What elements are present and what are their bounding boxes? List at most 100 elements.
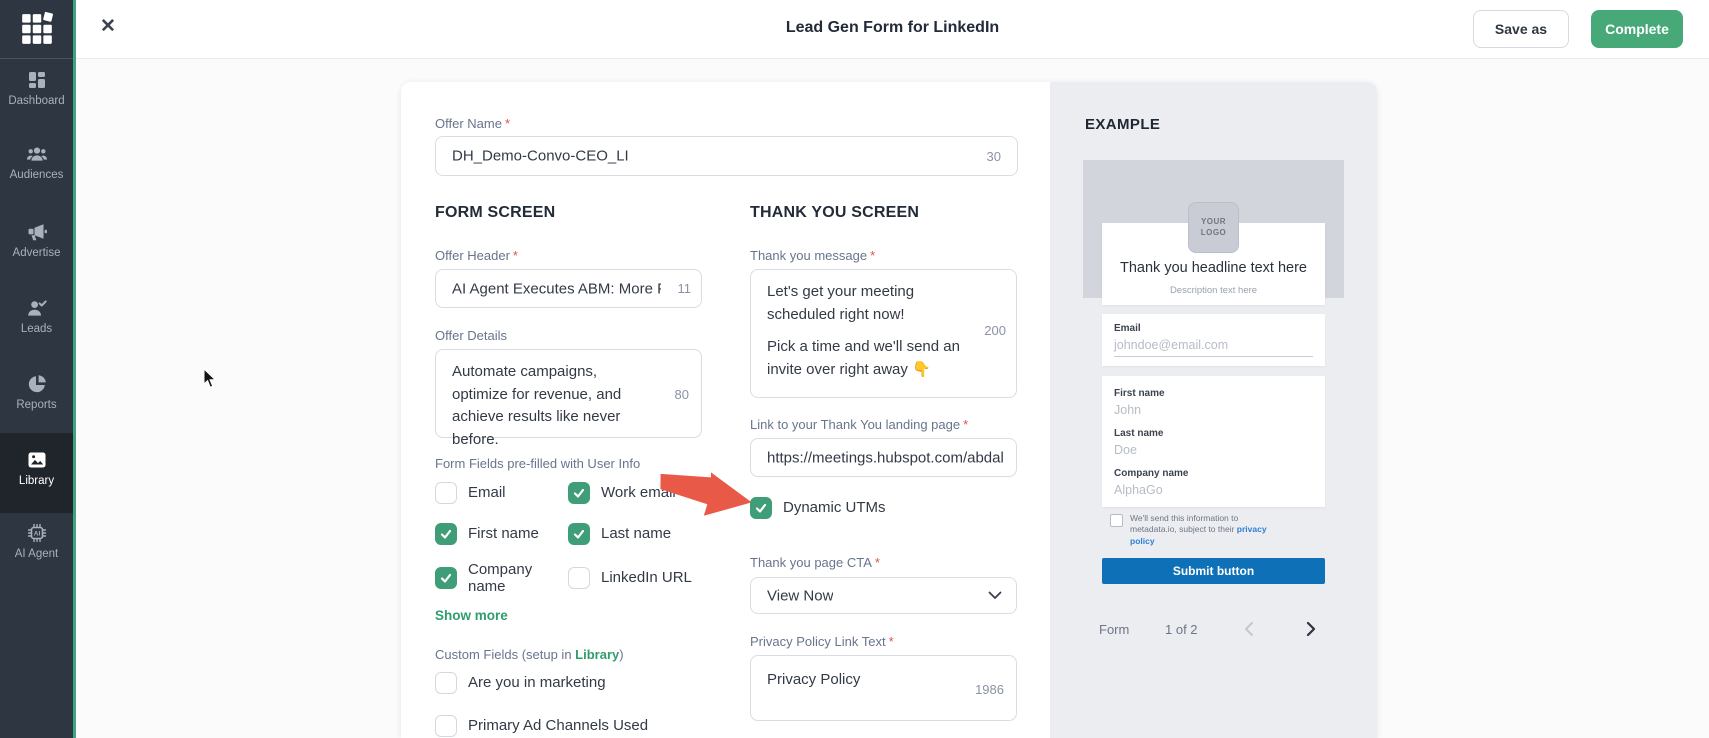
last-name-checkbox[interactable] <box>568 523 590 545</box>
chevron-left-icon[interactable] <box>1242 620 1256 643</box>
privacy-link-text-textarea[interactable]: Privacy Policy 1986 <box>750 655 1017 721</box>
checkbox-row-first-name: First name <box>435 523 539 545</box>
example-last-name-placeholder: Doe <box>1114 443 1137 457</box>
sidebar-item-leads[interactable]: Leads <box>0 297 73 336</box>
example-fields-card: First name John Last name Doe Company na… <box>1102 376 1325 507</box>
checkbox-label[interactable]: LinkedIn URL <box>601 569 692 587</box>
checkbox-row-linkedin-url: LinkedIn URL <box>568 567 692 589</box>
example-company-name-placeholder: AlphaGo <box>1114 483 1163 497</box>
offer-header-input[interactable]: AI Agent Executes ABM: More Pipe 11 <box>435 269 702 308</box>
checkbox-row-last-name: Last name <box>568 523 671 545</box>
char-counter: 200 <box>984 323 1006 338</box>
checkbox-label[interactable]: First name <box>468 525 539 543</box>
checkbox-label[interactable]: Dynamic UTMs <box>783 499 886 517</box>
checkbox-row-company-name: Company name <box>435 558 544 598</box>
example-panel: EXAMPLE Thank you headline text here Des… <box>1050 82 1377 738</box>
library-icon <box>28 452 45 468</box>
pagination-page-indicator: 1 of 2 <box>1165 622 1198 637</box>
example-heading: EXAMPLE <box>1085 116 1161 133</box>
offer-name-input[interactable]: DH_Demo-Convo-CEO_LI 30 <box>435 136 1018 176</box>
are-you-in-marketing-checkbox[interactable] <box>435 672 457 694</box>
thank-you-screen-heading: THANK YOU SCREEN <box>750 204 920 221</box>
required-marker: * <box>963 417 969 432</box>
char-counter: 11 <box>677 281 692 296</box>
sidebar-item-advertise[interactable]: Advertise <box>0 221 73 260</box>
topbar: ✕ Lead Gen Form for LinkedIn Save as Com… <box>76 0 1709 59</box>
sidebar-item-library[interactable]: Library <box>0 449 73 488</box>
checkbox-label[interactable]: Work email <box>601 484 676 502</box>
sidebar-accent-line <box>73 0 76 738</box>
example-privacy-text: We'll send this information to metadata.… <box>1130 513 1267 546</box>
chevron-right-icon[interactable] <box>1304 620 1318 643</box>
checkbox-label[interactable]: Company name <box>468 560 533 595</box>
linkedin-url-checkbox[interactable] <box>568 567 590 589</box>
show-more-link[interactable]: Show more <box>435 608 508 623</box>
offer-details-textarea[interactable]: Automate campaigns, optimize for revenue… <box>435 349 702 448</box>
sidebar-item-audiences[interactable]: Audiences <box>0 143 73 182</box>
library-link[interactable]: Library <box>575 647 620 662</box>
example-privacy-policy-link: privacy policy <box>1130 524 1267 546</box>
app-logo-icon[interactable] <box>0 11 73 52</box>
email-checkbox[interactable] <box>435 482 457 504</box>
prefilled-fields-label: Form Fields pre-filled with User Info <box>435 456 641 471</box>
checkbox-row-are-you-in-marketing: Are you in marketing <box>435 672 606 694</box>
example-email-card: Email johndoe@email.com <box>1102 314 1325 366</box>
sidebar-item-label: AI Agent <box>14 548 59 560</box>
checkbox-row-work-email: Work email <box>568 482 676 504</box>
checkbox-label[interactable]: Primary Ad Channels Used <box>468 717 649 735</box>
advertise-icon <box>28 224 47 241</box>
example-email-placeholder: johndoe@email.com <box>1114 338 1313 357</box>
example-logo-placeholder: YOUR LOGO <box>1188 202 1239 253</box>
dashboard-icon <box>28 72 45 88</box>
example-headline: Thank you headline text here <box>1119 260 1307 276</box>
sidebar-item-ai-agent[interactable]: AI AI Agent <box>0 522 73 561</box>
thank-you-cta-label: Thank you page CTA * <box>750 555 880 570</box>
example-description: Description text here <box>1169 285 1258 296</box>
mouse-cursor-icon <box>203 367 217 394</box>
first-name-checkbox[interactable] <box>435 523 457 545</box>
offer-header-label: Offer Header * <box>435 248 518 263</box>
checkbox-label[interactable]: Last name <box>601 525 672 543</box>
work-email-checkbox[interactable] <box>568 482 590 504</box>
custom-fields-label: Custom Fields (setup in Library) <box>435 647 624 662</box>
checkbox-label[interactable]: Are you in marketing <box>468 674 606 692</box>
sidebar-item-reports[interactable]: Reports <box>0 373 73 412</box>
reports-icon <box>28 375 46 393</box>
dynamic-utms-checkbox[interactable] <box>750 497 772 519</box>
chevron-down-icon <box>988 587 1002 605</box>
thank-you-message-textarea[interactable]: Let's get your meeting scheduled right n… <box>750 269 1017 398</box>
sidebar-item-label: Advertise <box>12 247 61 259</box>
example-privacy-checkbox <box>1110 514 1123 527</box>
char-counter: 1986 <box>975 682 1004 697</box>
thank-you-message-label: Thank you message * <box>750 248 876 263</box>
sidebar-divider <box>0 58 73 59</box>
save-as-button[interactable]: Save as <box>1473 10 1569 48</box>
required-marker: * <box>504 116 511 131</box>
primary-ad-channels-checkbox[interactable] <box>435 715 457 737</box>
company-name-checkbox[interactable] <box>435 567 457 589</box>
example-submit-button: Submit button <box>1102 558 1325 584</box>
sidebar-item-label: Reports <box>16 399 57 411</box>
close-icon[interactable]: ✕ <box>100 16 116 37</box>
thank-you-cta-select[interactable]: View Now <box>750 577 1017 614</box>
svg-text:AI: AI <box>33 531 40 538</box>
form-screen-heading: FORM SCREEN <box>435 204 556 221</box>
checkbox-row-primary-ad-channels: Primary Ad Channels Used <box>435 715 648 737</box>
sidebar-item-label: Leads <box>20 323 53 335</box>
checkbox-row-email: Email <box>435 482 506 504</box>
checkbox-label[interactable]: Email <box>468 484 506 502</box>
landing-page-input[interactable]: https://meetings.hubspot.com/abdalla <box>750 438 1017 477</box>
content-area: Offer Name * DH_Demo-Convo-CEO_LI 30 FORM… <box>76 59 1709 738</box>
example-privacy-row: We'll send this information to metadata.… <box>1110 513 1325 547</box>
sidebar-item-label: Dashboard <box>8 95 65 107</box>
checkbox-row-dynamic-utms: Dynamic UTMs <box>750 497 886 519</box>
audiences-icon <box>26 147 47 161</box>
required-marker: * <box>888 634 894 649</box>
complete-button[interactable]: Complete <box>1591 10 1683 48</box>
landing-page-label: Link to your Thank You landing page * <box>750 417 969 432</box>
pagination-form-label: Form <box>1099 622 1130 637</box>
sidebar-item-dashboard[interactable]: Dashboard <box>0 69 73 108</box>
example-last-name-label: Last name <box>1114 428 1164 439</box>
offer-name-label: Offer Name * <box>435 116 511 131</box>
